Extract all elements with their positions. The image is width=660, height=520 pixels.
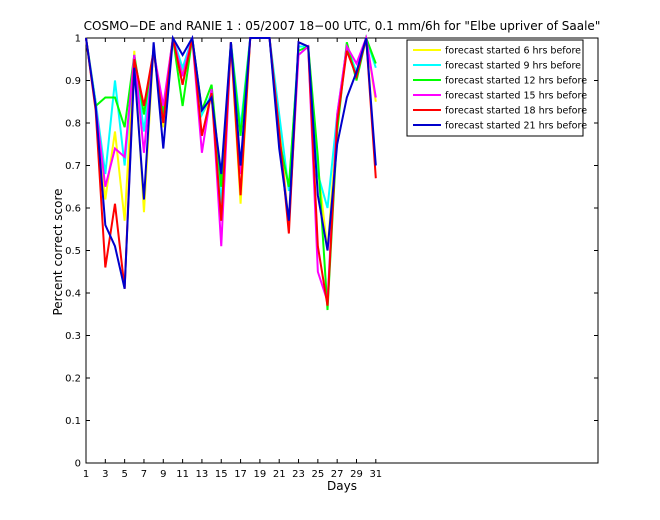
- x-tick-label: 19: [254, 469, 267, 480]
- legend-label: forecast started 12 hrs before: [445, 76, 587, 87]
- x-tick-label: 23: [292, 469, 305, 480]
- legend-label: forecast started 18 hrs before: [445, 106, 587, 117]
- legend: forecast started 6 hrs before forecast st…: [406, 39, 587, 137]
- y-tick-label: 0.3: [65, 331, 81, 342]
- x-tick-label: 7: [141, 469, 147, 480]
- legend-label: forecast started 6 hrs before: [445, 46, 581, 57]
- y-tick-label: 0.5: [65, 246, 81, 257]
- x-tick-label: 29: [350, 469, 363, 480]
- x-tick-label: 21: [273, 469, 286, 480]
- y-tick-label: 0.9: [65, 76, 81, 87]
- x-axis-label: Days: [327, 479, 357, 493]
- y-tick-label: 0.1: [65, 416, 81, 427]
- x-tick-label: 31: [369, 469, 382, 480]
- chart-title: COSMO−DE and RANIE 1 : 05/2007 18−00 UTC…: [84, 19, 601, 33]
- x-tick-label: 13: [196, 469, 209, 480]
- legend-label: forecast started 9 hrs before: [445, 61, 581, 72]
- x-axis: 1 3 5 7 9 11 13 15 17 19 21 23 25 27 29 31: [83, 38, 382, 480]
- x-tick-label: 27: [331, 469, 344, 480]
- x-tick-label: 5: [121, 469, 127, 480]
- y-axis: 0 0.1 0.2 0.3 0.4 0.5 0.6 0.7 0.8 0.9 1: [65, 34, 598, 470]
- y-tick-label: 0.7: [65, 161, 81, 172]
- y-tick-label: 0.6: [65, 204, 81, 215]
- y-axis-label: Percent correct score: [51, 188, 65, 315]
- x-tick-label: 25: [311, 469, 324, 480]
- y-tick-label: 1: [75, 34, 81, 45]
- x-tick-label: 11: [176, 469, 189, 480]
- x-tick-label: 15: [215, 469, 228, 480]
- series-lines: [85, 34, 377, 311]
- legend-label: forecast started 21 hrs before: [445, 121, 587, 132]
- x-tick-label: 17: [234, 469, 247, 480]
- y-tick-label: 0: [75, 459, 81, 470]
- x-tick-label: 9: [160, 469, 166, 480]
- x-tick-label: 1: [83, 469, 89, 480]
- x-tick-label: 3: [102, 469, 108, 480]
- y-tick-label: 0.2: [65, 374, 81, 385]
- legend-box: [406, 39, 584, 137]
- legend-label: forecast started 15 hrs before: [445, 91, 587, 102]
- series-line: [85, 34, 377, 289]
- y-tick-label: 0.8: [65, 119, 81, 130]
- y-tick-label: 0.4: [65, 289, 81, 300]
